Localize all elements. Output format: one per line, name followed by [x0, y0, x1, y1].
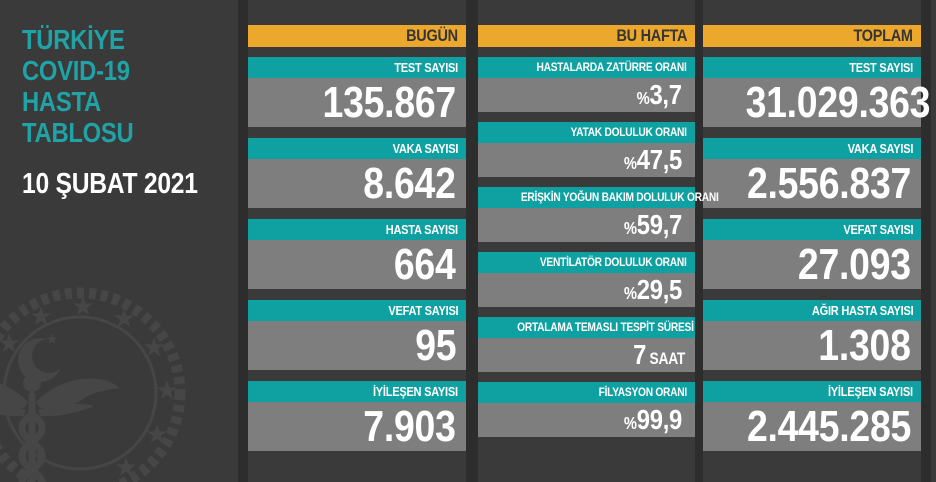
health-ministry-emblem-icon: ★ ★ ★ ★ ★ ★ ★ ★ ★ — [0, 287, 186, 482]
stat-card-value: 2.445.285 — [703, 402, 921, 451]
column-divider — [695, 0, 703, 482]
svg-text:★: ★ — [145, 420, 168, 450]
column-header-bugun: BUGÜN — [248, 25, 466, 47]
stat-card-vefat-sayisi-bugun: VEFAT SAYISI 95 — [248, 300, 466, 370]
stat-card-label: YATAK DOLULUK ORANI — [478, 122, 695, 143]
stat-card-hasta-sayisi-bugun: HASTA SAYISI 664 — [248, 219, 466, 289]
stat-card-iyilesen-sayisi-bugun: İYİLEŞEN SAYISI 7.903 — [248, 381, 466, 451]
stat-card-value: 1.308 — [703, 321, 921, 370]
title-line: COVID-19 — [22, 55, 130, 86]
svg-text:★: ★ — [0, 329, 21, 359]
left-panel: TÜRKİYE COVID-19 HASTA TABLOSU 10 ŞUBAT … — [0, 0, 238, 482]
title-line: TÜRKİYE — [22, 24, 125, 55]
title-line: TABLOSU — [22, 117, 134, 148]
stat-card-label: VEFAT SAYISI — [248, 300, 466, 321]
stat-card-value: 2.556.837 — [703, 159, 921, 208]
stat-card-zaturre-orani: HASTALARDA ZATÜRRE ORANI %3,7 — [478, 57, 695, 112]
report-date: 10 ŞUBAT 2021 — [22, 168, 198, 200]
stat-card-label: ERİŞKİN YOĞUN BAKIM DOLULUK ORANI — [478, 187, 719, 208]
page-title: TÜRKİYE COVID-19 HASTA TABLOSU — [22, 24, 153, 148]
stat-card-agir-hasta-sayisi: AĞIR HASTA SAYISI 1.308 — [703, 300, 921, 370]
stat-card-vaka-sayisi-toplam: VAKA SAYISI 2.556.837 — [703, 138, 921, 208]
column-header-toplam: TOPLAM — [703, 25, 921, 47]
svg-text:★: ★ — [29, 302, 52, 332]
stat-card-value: 664 — [248, 240, 466, 289]
column-bugun: BUGÜN TEST SAYISI 135.867 VAKA SAYISI 8.… — [248, 0, 466, 482]
stat-card-value: 27.093 — [703, 240, 921, 289]
stat-card-value: 7.903 — [248, 402, 466, 451]
stat-card-iyilesen-sayisi-toplam: İYİLEŞEN SAYISI 2.445.285 — [703, 381, 921, 451]
svg-text:★: ★ — [112, 304, 135, 334]
stat-card-label: VAKA SAYISI — [248, 138, 466, 159]
column-toplam: TOPLAM TEST SAYISI 31.029.363 VAKA SAYIS… — [703, 0, 930, 482]
stat-card-test-sayisi-toplam: TEST SAYISI 31.029.363 — [703, 57, 930, 127]
svg-text:★: ★ — [114, 453, 137, 482]
svg-text:★: ★ — [45, 330, 58, 348]
stat-card-value: 8.642 — [248, 159, 466, 208]
stat-card-ventilator-doluluk: VENTİLATÖR DOLULUK ORANI %29,5 — [478, 252, 695, 307]
stat-card-value: 31.029.363 — [703, 78, 930, 127]
stat-card-value: 7 SAAT — [478, 338, 695, 372]
column-header-bu-hafta: BU HAFTA — [478, 25, 695, 47]
stat-card-vefat-sayisi-toplam: VEFAT SAYISI 27.093 — [703, 219, 921, 289]
stat-card-label: VAKA SAYISI — [703, 138, 921, 159]
stat-card-label: VEFAT SAYISI — [703, 219, 921, 240]
right-margin-divider — [921, 0, 931, 482]
stat-card-label: İYİLEŞEN SAYISI — [703, 381, 921, 402]
stat-card-label: TEST SAYISI — [248, 57, 466, 78]
stat-card-label: HASTA SAYISI — [248, 219, 466, 240]
stat-card-test-sayisi-bugun: TEST SAYISI 135.867 — [248, 57, 466, 127]
svg-text:★: ★ — [155, 376, 178, 406]
stat-card-label: İYİLEŞEN SAYISI — [248, 381, 466, 402]
column-bu-hafta: BU HAFTA HASTALARDA ZATÜRRE ORANI %3,7 Y… — [478, 0, 719, 482]
stat-card-label: TEST SAYISI — [703, 57, 921, 78]
stat-card-value: %3,7 — [478, 78, 695, 112]
title-line: HASTA — [22, 86, 101, 117]
svg-text:★: ★ — [71, 292, 94, 322]
stat-card-label: VENTİLATÖR DOLULUK ORANI — [478, 252, 695, 273]
stat-card-label: ORTALAMA TEMASLI TESPİT SÜRESİ — [478, 317, 695, 338]
stat-card-value: %47,5 — [478, 143, 695, 177]
stat-card-label: HASTALARDA ZATÜRRE ORANI — [478, 57, 695, 78]
stat-card-value: %99,9 — [478, 403, 695, 437]
stat-card-vaka-sayisi-bugun: VAKA SAYISI 8.642 — [248, 138, 466, 208]
stat-card-yogun-bakim-doluluk: ERİŞKİN YOĞUN BAKIM DOLULUK ORANI %59,7 — [478, 187, 719, 242]
stat-card-label: AĞIR HASTA SAYISI — [703, 300, 921, 321]
stat-card-yatak-doluluk: YATAK DOLULUK ORANI %47,5 — [478, 122, 695, 177]
svg-text:★: ★ — [142, 333, 165, 363]
stat-card-value: 135.867 — [248, 78, 466, 127]
column-divider — [238, 0, 248, 482]
stat-card-filyasyon-orani: FİLYASYON ORANI %99,9 — [478, 382, 695, 437]
stat-card-label: FİLYASYON ORANI — [478, 382, 695, 403]
column-divider — [466, 0, 478, 482]
stat-card-value: 95 — [248, 321, 466, 370]
stat-card-value: %59,7 — [478, 208, 695, 242]
stat-card-temasli-tespit-suresi: ORTALAMA TEMASLI TESPİT SÜRESİ 7 SAAT — [478, 317, 695, 372]
stat-card-value: %29,5 — [478, 273, 695, 307]
